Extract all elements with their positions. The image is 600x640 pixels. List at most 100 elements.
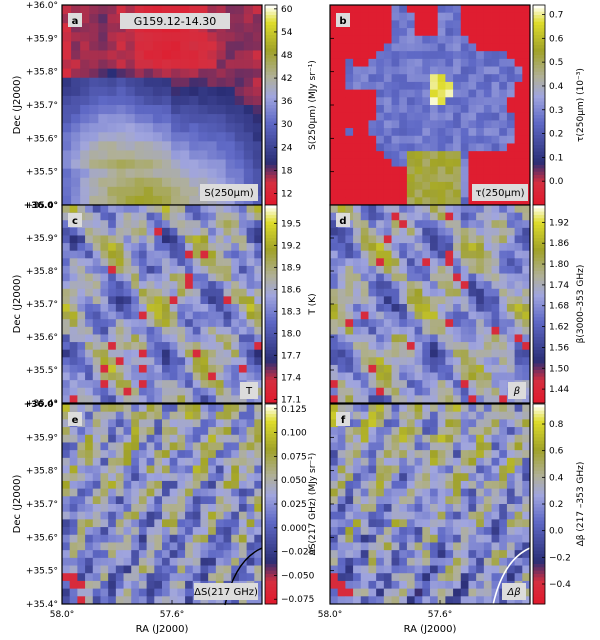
map-cell (414, 250, 423, 259)
map-cell (399, 151, 408, 160)
map-cell (131, 542, 140, 551)
map-cell (445, 143, 454, 152)
map-cell (115, 304, 124, 313)
map-cell (330, 235, 339, 244)
colorbar-segment (265, 386, 277, 391)
map-cell (506, 419, 516, 428)
map-cell (430, 58, 439, 67)
map-cell (406, 534, 416, 543)
map-cell (192, 258, 201, 267)
map-cell (353, 235, 362, 244)
colorbar-segment (265, 280, 277, 285)
map-cell (330, 573, 339, 582)
map-cell (330, 258, 339, 267)
map-cell (254, 342, 263, 351)
map-cell (406, 12, 416, 21)
map-cell (131, 227, 140, 236)
map-cell (522, 342, 531, 351)
map-cell (123, 304, 132, 313)
map-cell (169, 519, 178, 528)
map-cell (345, 120, 354, 129)
map-cell (92, 380, 101, 389)
map-cell (483, 128, 492, 137)
map-cell (62, 265, 71, 274)
map-cell (491, 457, 500, 466)
map-cell (189, 77, 199, 88)
map-cell (185, 442, 194, 451)
map-cell (399, 480, 408, 490)
map-cell (376, 534, 385, 543)
panel-a-letter: a (72, 16, 79, 27)
map-cell (437, 89, 446, 98)
colorbar-tick-label: 12 (281, 189, 292, 199)
map-cell (152, 123, 163, 133)
map-cell (460, 465, 469, 474)
map-cell (483, 580, 492, 590)
map-cell (337, 580, 346, 590)
map-cell (383, 349, 392, 358)
map-cell (71, 32, 81, 42)
colorbar-segment (265, 474, 277, 478)
map-cell (169, 349, 178, 358)
map-cell (92, 527, 101, 536)
colorbar-label: S(250μm) (MJy sr⁻¹) (308, 60, 318, 150)
map-cell (131, 580, 140, 590)
map-cell (146, 480, 155, 490)
map-cell (483, 212, 492, 221)
map-cell (185, 258, 194, 267)
map-cell (225, 50, 236, 60)
map-cell (430, 273, 439, 282)
map-cell (353, 488, 362, 497)
map-cell (62, 442, 71, 451)
map-cell (134, 86, 145, 97)
map-cell (215, 319, 224, 328)
map-cell (483, 227, 492, 236)
map-cell (360, 473, 369, 482)
map-cell (169, 220, 178, 229)
map-cell (430, 580, 439, 590)
map-cell (391, 334, 400, 343)
map-cell (125, 132, 136, 142)
map-cell (100, 243, 109, 252)
map-cell (499, 58, 508, 67)
map-cell (62, 105, 72, 115)
map-cell (92, 573, 101, 582)
map-cell (215, 364, 224, 373)
panel-f-map (330, 404, 531, 605)
map-cell (391, 166, 400, 175)
map-cell (62, 195, 72, 206)
map-cell (131, 205, 140, 214)
map-cell (460, 51, 469, 60)
dec-tick-label: +35.4° (26, 201, 58, 211)
map-cell (368, 288, 377, 297)
map-cell (77, 527, 86, 536)
map-cell (238, 395, 248, 404)
map-cell (345, 326, 354, 335)
map-cell (522, 334, 531, 343)
map-cell (192, 265, 201, 274)
map-cell (131, 419, 140, 428)
panel-c-label-box (240, 382, 258, 399)
map-cell (453, 334, 462, 343)
map-cell (131, 212, 140, 221)
map-cell (491, 519, 500, 528)
map-cell (399, 419, 408, 428)
map-cell (391, 304, 400, 313)
map-cell (115, 205, 124, 214)
map-cell (77, 511, 86, 520)
map-cell (460, 527, 469, 536)
map-cell (108, 457, 117, 466)
map-cell (476, 411, 485, 420)
map-cell (246, 573, 255, 582)
map-cell (491, 5, 500, 14)
map-cell (422, 588, 431, 597)
map-cell (414, 35, 423, 44)
map-cell (353, 51, 362, 60)
panel-d-colorbar: 1.921.861.801.741.681.621.561.501.44β(30… (532, 204, 586, 404)
map-cell (85, 342, 94, 351)
map-cell (445, 311, 454, 320)
map-cell (345, 97, 354, 106)
colorbar-segment (265, 580, 277, 585)
map-cell (445, 197, 454, 206)
map-cell (353, 205, 362, 214)
